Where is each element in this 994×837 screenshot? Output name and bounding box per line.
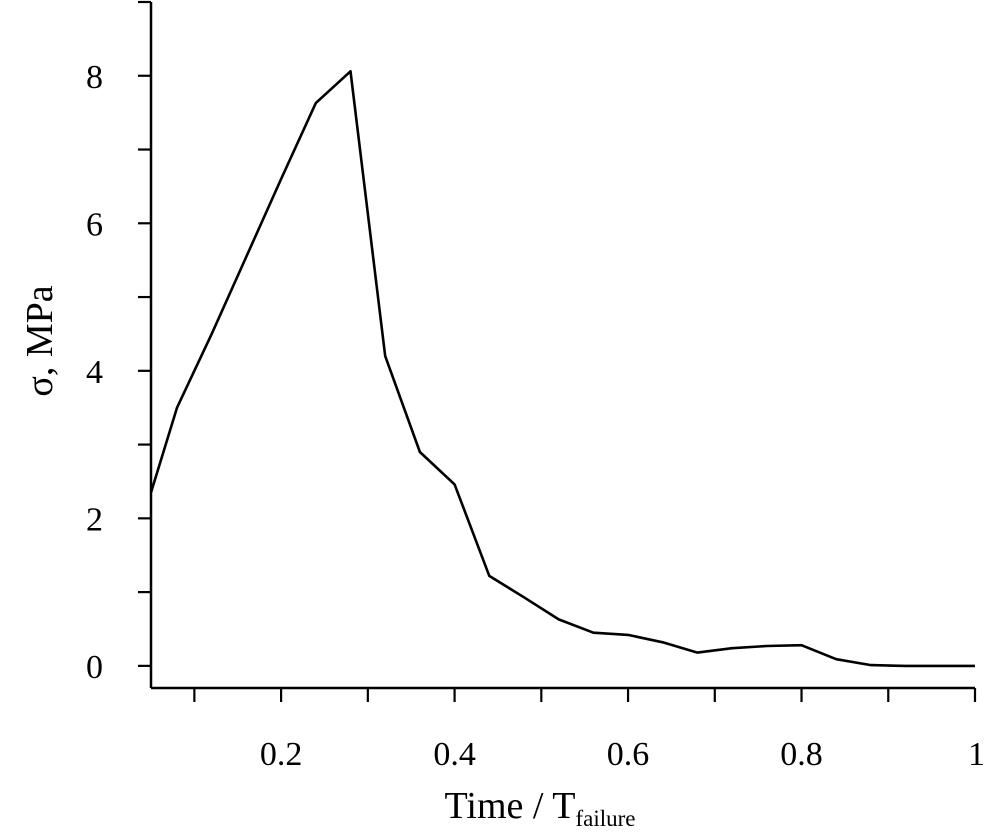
series-line <box>149 70 975 668</box>
x-axis-title-subscript: failure <box>575 806 635 831</box>
x-tick-label: 0.8 <box>780 736 823 773</box>
y-tick-label: 6 <box>86 206 103 243</box>
y-tick-label: 0 <box>86 649 103 686</box>
series-layer <box>149 70 975 668</box>
y-tick-label: 8 <box>86 59 103 96</box>
x-tick-label: 0.2 <box>260 736 303 773</box>
x-tick-label: 0.4 <box>433 736 476 773</box>
x-axis-title: Time / Tfailure <box>445 785 636 831</box>
axes <box>149 2 975 690</box>
y-tick-label: 4 <box>86 354 103 391</box>
x-axis-title-main: Time / T <box>445 785 576 827</box>
x-tick-label: 0.6 <box>607 736 650 773</box>
ticks <box>138 0 977 702</box>
y-axis-title: σ, MPa <box>19 285 61 396</box>
tick-labels: 0 2 4 6 8 0.2 0.4 0.6 0.8 1 <box>86 59 985 773</box>
x-tick-label: 1 <box>968 736 985 773</box>
y-tick-label: 2 <box>86 501 103 538</box>
